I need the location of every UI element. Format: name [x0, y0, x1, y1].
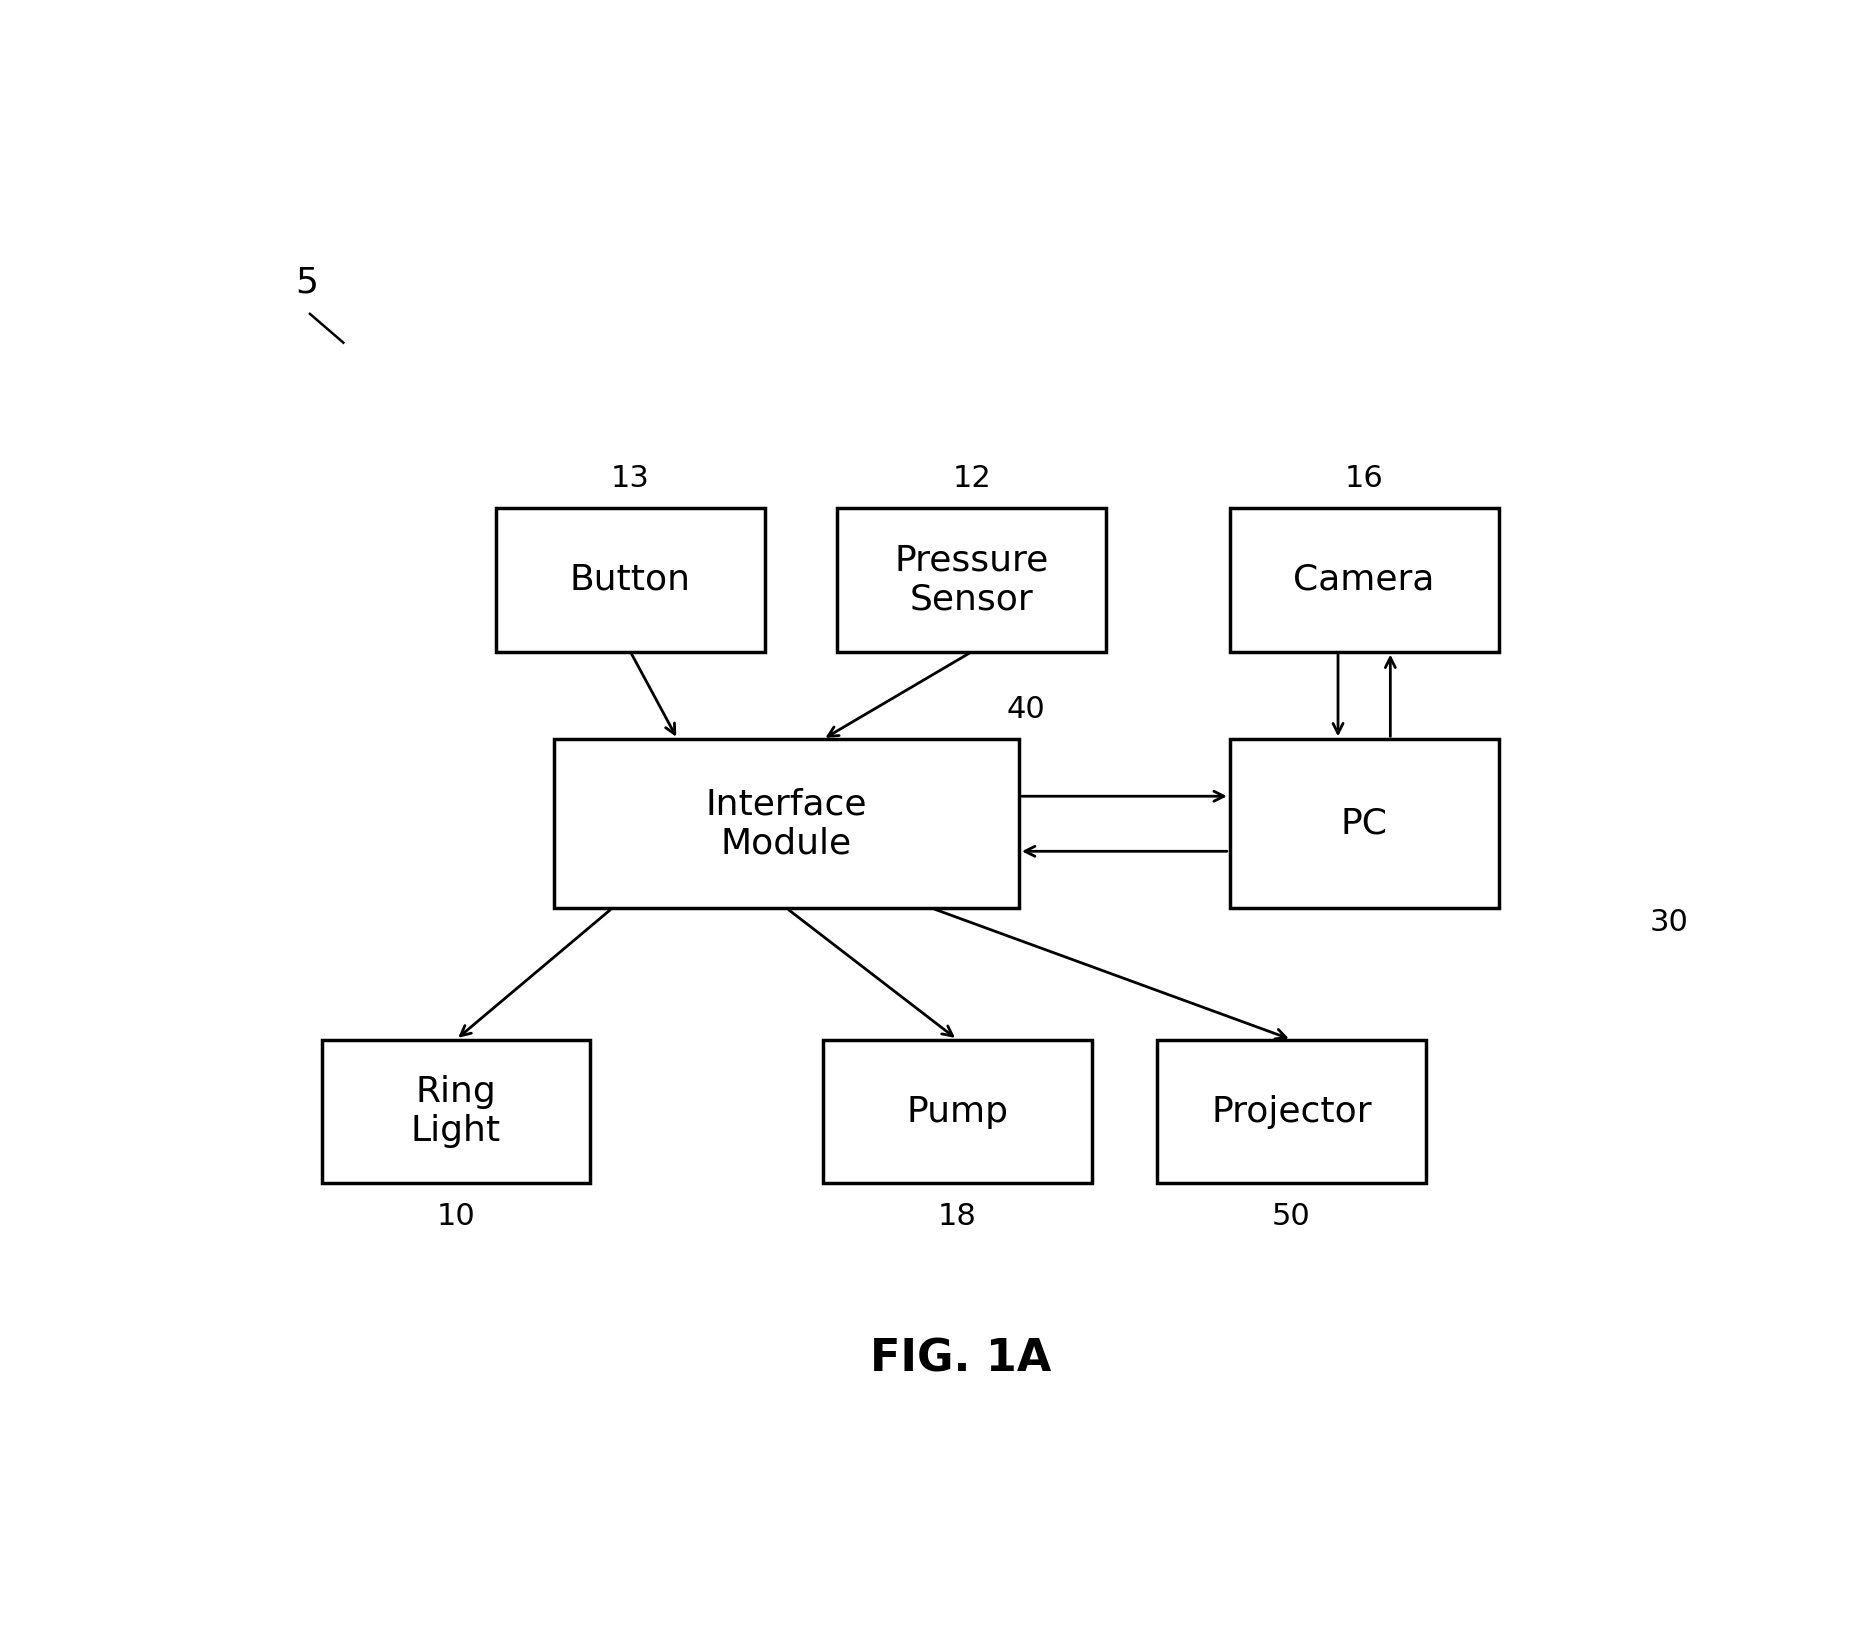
FancyBboxPatch shape: [555, 739, 1020, 908]
Text: 50: 50: [1271, 1202, 1311, 1232]
Text: 5: 5: [296, 265, 319, 299]
Text: 13: 13: [611, 463, 651, 492]
Text: 40: 40: [1007, 696, 1046, 725]
Text: Pump: Pump: [906, 1095, 1009, 1128]
Text: 18: 18: [938, 1202, 977, 1232]
Text: Button: Button: [570, 562, 690, 596]
Text: 30: 30: [1650, 908, 1689, 938]
Text: Camera: Camera: [1294, 562, 1434, 596]
FancyBboxPatch shape: [1157, 1040, 1427, 1183]
FancyBboxPatch shape: [495, 507, 765, 652]
FancyBboxPatch shape: [322, 1040, 591, 1183]
Text: 10: 10: [437, 1202, 476, 1232]
Text: Projector: Projector: [1211, 1095, 1372, 1128]
Text: Pressure
Sensor: Pressure Sensor: [894, 543, 1048, 616]
Text: Interface
Module: Interface Module: [705, 786, 868, 861]
Text: PC: PC: [1341, 806, 1388, 840]
FancyBboxPatch shape: [823, 1040, 1091, 1183]
FancyBboxPatch shape: [1230, 739, 1498, 908]
Text: 16: 16: [1344, 463, 1384, 492]
FancyBboxPatch shape: [1230, 507, 1498, 652]
Text: 12: 12: [952, 463, 992, 492]
FancyBboxPatch shape: [838, 507, 1106, 652]
Text: Ring
Light: Ring Light: [411, 1074, 501, 1149]
Text: FIG. 1A: FIG. 1A: [870, 1337, 1052, 1380]
